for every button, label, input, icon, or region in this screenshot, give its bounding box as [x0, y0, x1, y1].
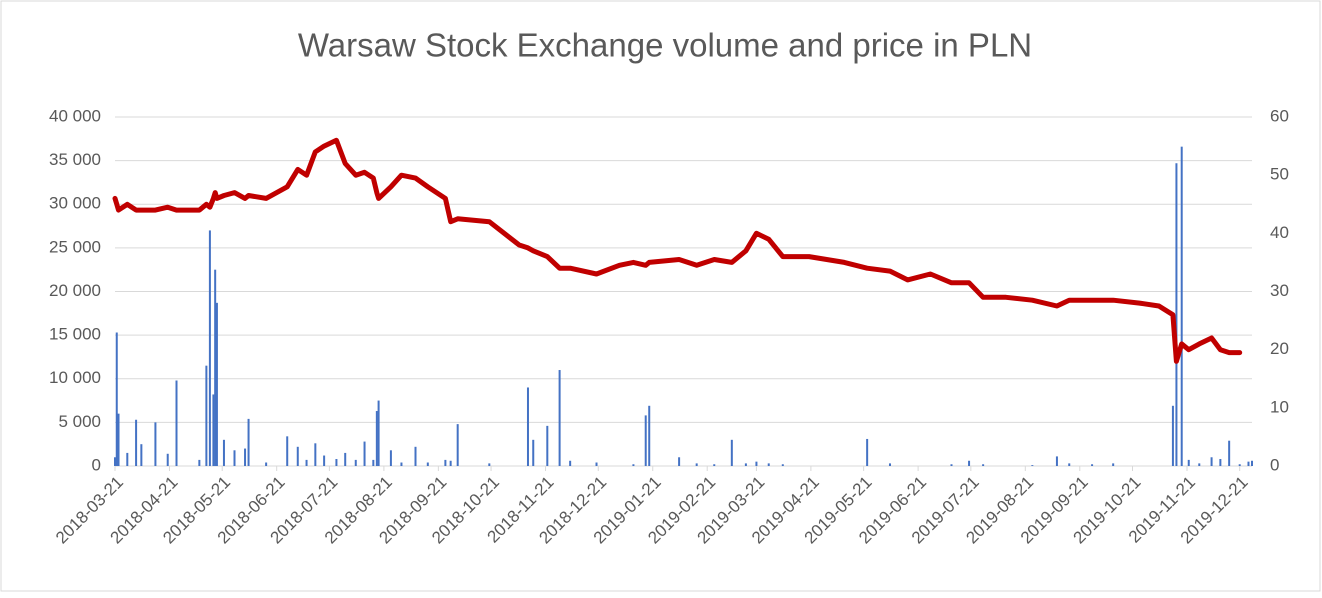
volume-bar [314, 443, 317, 466]
volume-bar [372, 459, 375, 466]
volume-bar [781, 464, 784, 466]
volume-bar [126, 452, 129, 466]
volume-bar [205, 365, 208, 466]
volume-bar [632, 464, 635, 466]
volume-bar [323, 455, 326, 466]
y-tick-label: 0 [92, 455, 101, 474]
volume-bar [456, 424, 459, 466]
volume-bar [1228, 440, 1231, 466]
volume-bar [595, 462, 598, 466]
volume-bar [208, 230, 211, 466]
volume-bar [140, 444, 143, 466]
volume-bar [1112, 463, 1115, 466]
y-tick-label: 5 000 [58, 412, 101, 431]
y-tick-label: 40 000 [49, 106, 101, 125]
volume-bar [767, 463, 770, 466]
volume-bar [400, 462, 403, 466]
volume-bar [644, 415, 647, 466]
volume-bar [488, 463, 491, 466]
volume-bar [950, 464, 953, 466]
volume-bar [695, 463, 698, 466]
volume-bar [444, 459, 447, 466]
volume-bar [1198, 463, 1201, 466]
volume-bar [375, 411, 378, 466]
volume-bar [569, 460, 572, 466]
volume-bar [1187, 459, 1190, 466]
y-tick-label: 20 000 [49, 281, 101, 300]
volume-bar [377, 400, 380, 466]
volume-bar [354, 459, 357, 466]
volume-bar [363, 441, 366, 466]
volume-bar [286, 436, 289, 466]
y2-tick-label: 30 [1270, 281, 1289, 300]
volume-bar [344, 452, 347, 466]
volume-bar [648, 405, 651, 466]
volume-bar [558, 370, 561, 466]
volume-bar [888, 463, 891, 466]
volume-bar [212, 394, 215, 466]
y-tick-label: 15 000 [49, 325, 101, 344]
y2-tick-label: 10 [1270, 397, 1289, 416]
volume-bar [1175, 163, 1178, 466]
y2-tick-label: 50 [1270, 165, 1289, 184]
volume-bar [1219, 459, 1222, 466]
volume-bar [1055, 456, 1058, 466]
volume-bar [114, 457, 116, 466]
volume-bar [1247, 461, 1250, 466]
volume-bar [389, 450, 392, 466]
volume-bar [222, 439, 225, 466]
volume-bar [215, 302, 218, 466]
volume-bar [1238, 464, 1241, 466]
volume-bar [532, 439, 535, 466]
volume-bar [175, 380, 178, 466]
volume-bar [117, 413, 120, 466]
y-tick-label: 30 000 [49, 194, 101, 213]
volume-bar [1068, 463, 1071, 466]
volume-bar [744, 463, 747, 466]
volume-bar [135, 419, 138, 466]
volume-bar [730, 439, 733, 466]
volume-bar [233, 450, 236, 466]
volume-bar [305, 459, 308, 466]
volume-bar [1251, 460, 1253, 466]
volume-bar [1180, 146, 1183, 467]
volume-bar [1171, 405, 1174, 466]
volume-bar [115, 332, 118, 466]
y2-tick-label: 60 [1270, 106, 1289, 125]
volume-bar [1210, 457, 1213, 466]
volume-bar [982, 464, 985, 466]
volume-bar [1031, 465, 1034, 466]
volume-bar [449, 460, 452, 466]
y-tick-label: 25 000 [49, 237, 101, 256]
y2-tick-label: 0 [1270, 455, 1279, 474]
y-tick-label: 35 000 [49, 150, 101, 169]
volume-bar [166, 453, 169, 466]
volume-bar [866, 438, 869, 466]
volume-bar [414, 446, 417, 466]
volume-bar [426, 462, 429, 466]
volume-bar [214, 269, 217, 466]
y-tick-label: 10 000 [49, 368, 101, 387]
volume-bar [678, 457, 681, 466]
y2-tick-label: 40 [1270, 223, 1289, 242]
volume-bar [713, 464, 716, 466]
price-line [112, 137, 1243, 364]
volume-bar [198, 459, 201, 466]
volume-bar [265, 462, 268, 466]
volume-bar [968, 460, 971, 466]
volume-bar [1091, 464, 1094, 466]
y2-tick-label: 20 [1270, 339, 1289, 358]
volume-bar [335, 459, 338, 466]
volume-bar [546, 425, 549, 466]
volume-bar [755, 461, 758, 466]
volume-bar [296, 446, 299, 466]
volume-bar [154, 422, 157, 466]
volume-bar [247, 418, 250, 466]
volume-bar [526, 387, 529, 466]
volume-bar [244, 448, 247, 466]
chart-title: Warsaw Stock Exchange volume and price i… [298, 27, 1032, 64]
